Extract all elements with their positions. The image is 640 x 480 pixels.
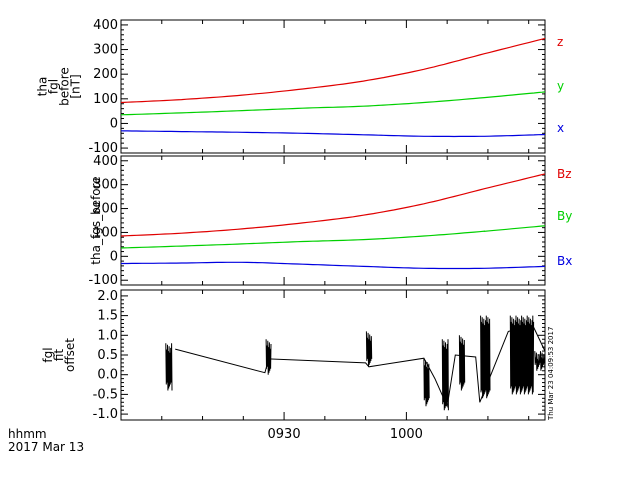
series-label-Bz: Bz	[557, 167, 572, 181]
panel-2: -100 0 100 200 300 400 tha_fgs_before Bz By Bx	[88, 154, 572, 288]
y-axis-label-line: fit	[52, 349, 66, 362]
panel-frame	[120, 19, 546, 154]
y-axis-label-line: tha	[36, 77, 50, 97]
series-label-x: x	[557, 121, 564, 135]
series-label-y: y	[557, 79, 564, 93]
series-line-Bz	[120, 173, 546, 237]
y-axis-label-line: offset	[63, 338, 77, 372]
y-axis-label-line: fgl	[47, 79, 61, 94]
y-tick-label: 400	[93, 18, 118, 33]
offset-burst	[534, 351, 546, 371]
y-tick-label: 2.0	[97, 289, 118, 304]
y-axis-label-line: fgl	[41, 347, 55, 362]
timestamp-label: Thu Mar 23 04:09:53 2017	[547, 327, 555, 421]
y-tick-label: 0	[110, 116, 118, 131]
x-tick-label: 0930	[268, 427, 301, 442]
panel-frame	[120, 155, 546, 286]
offset-burst	[165, 343, 173, 391]
offset-burst	[509, 315, 535, 395]
series-line-z	[120, 37, 546, 104]
y-tick-label: 1.5	[97, 309, 118, 324]
y-tick-label: -1.0	[93, 407, 118, 422]
y-tick-label: 300	[93, 178, 118, 193]
y-tick-label: -100	[88, 273, 118, 288]
series-label-Bx: Bx	[557, 254, 572, 268]
series-line-x	[120, 130, 546, 138]
x-axis-start-label: hhmm	[8, 427, 47, 441]
y-tick-label: 400	[93, 154, 118, 169]
x-tick-label: 1000	[390, 427, 423, 442]
y-tick-label: 100	[93, 225, 118, 240]
y-tick-label: 1.0	[97, 328, 118, 343]
offset-burst	[441, 339, 449, 411]
y-tick-label: -100	[88, 141, 118, 156]
x-axis-date-label: 2017 Mar 13	[8, 440, 84, 454]
offset-burst	[458, 335, 466, 391]
series-label-By: By	[557, 209, 572, 223]
y-tick-label: 0.0	[97, 368, 118, 383]
y-axis-label-line: before	[58, 67, 72, 106]
series-label-z: z	[557, 35, 563, 49]
series-line-By	[120, 225, 546, 249]
offset-burst	[423, 358, 430, 407]
offset-burst	[480, 315, 491, 399]
offset-burst	[365, 331, 373, 367]
y-axis-label-line: [nT]	[69, 74, 83, 98]
y-axis-label-line: tha_fgs_before	[89, 176, 103, 264]
series-line-y	[120, 91, 546, 116]
panels-layer: -1000100200300400thafglbefore[nT]zyx-100…	[36, 18, 573, 442]
y-tick-label: 200	[93, 202, 118, 217]
y-tick-label: 300	[93, 43, 118, 58]
offset-burst	[265, 339, 272, 375]
y-tick-label: 0.5	[97, 348, 118, 363]
offset-trace	[175, 324, 546, 408]
y-tick-label: 100	[93, 92, 118, 107]
series-line-Bx	[121, 261, 546, 270]
y-tick-label: 200	[93, 67, 118, 82]
y-tick-label: 0	[110, 249, 118, 264]
y-tick-label: -0.5	[93, 387, 118, 402]
